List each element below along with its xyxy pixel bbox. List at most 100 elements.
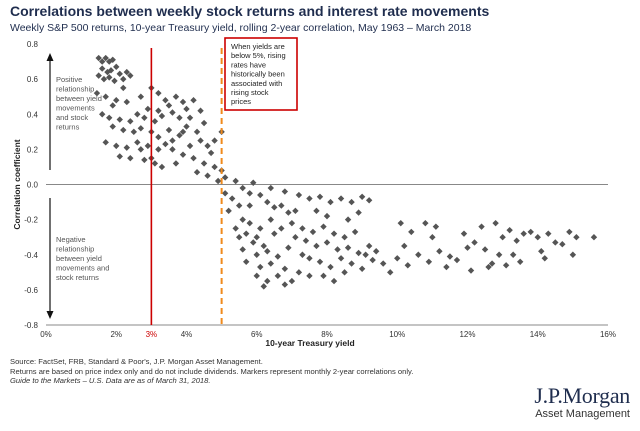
- data-point: [165, 102, 173, 109]
- data-point: [123, 144, 130, 151]
- data-point: [460, 230, 468, 237]
- data-point: [211, 163, 218, 171]
- callout-line: When yields are: [231, 42, 285, 51]
- data-point: [274, 272, 282, 280]
- data-point: [295, 269, 303, 276]
- x-tick-label: 14%: [530, 330, 546, 339]
- data-point: [387, 269, 394, 276]
- data-point: [288, 219, 296, 227]
- data-point: [330, 230, 338, 237]
- data-point: [327, 198, 334, 206]
- data-point: [155, 107, 162, 114]
- data-point: [516, 258, 524, 265]
- data-point: [281, 188, 289, 195]
- data-point: [453, 256, 461, 264]
- data-point: [436, 248, 443, 255]
- y-tick-label: -0.2: [24, 216, 38, 225]
- data-point: [158, 112, 166, 120]
- data-point: [380, 260, 387, 267]
- data-point: [99, 58, 106, 65]
- data-point: [211, 137, 218, 144]
- data-point: [404, 262, 411, 269]
- data-point: [415, 251, 422, 258]
- data-point: [239, 246, 246, 253]
- callout-line: below 5%, rising: [231, 51, 286, 60]
- data-point: [267, 216, 274, 223]
- data-point: [257, 263, 264, 271]
- negative-annotation-line: relationship: [56, 245, 94, 254]
- vline-3pct-label: 3%: [146, 330, 158, 339]
- data-point: [372, 248, 380, 255]
- data-point: [107, 67, 115, 74]
- data-point: [221, 174, 229, 181]
- negative-annotation-line: movements and: [56, 264, 109, 273]
- data-point: [169, 137, 176, 144]
- callout-line: prices: [231, 97, 251, 106]
- data-point: [467, 267, 475, 274]
- data-point: [394, 255, 401, 262]
- data-point: [316, 258, 324, 265]
- data-point: [113, 97, 120, 104]
- data-point: [299, 225, 306, 232]
- data-point: [109, 123, 116, 130]
- data-point: [155, 146, 162, 153]
- data-point: [323, 239, 331, 246]
- data-point: [362, 251, 369, 258]
- data-point: [365, 242, 373, 250]
- data-point: [109, 56, 116, 64]
- data-point: [499, 233, 506, 241]
- data-point: [200, 160, 208, 167]
- data-point: [590, 233, 598, 241]
- y-tick-label: 0.0: [27, 181, 39, 190]
- data-point: [95, 72, 102, 79]
- data-point: [432, 223, 440, 230]
- positive-annotation-line: relationship: [56, 85, 94, 94]
- data-point: [464, 244, 471, 251]
- positive-annotation-line: Positive: [56, 75, 82, 84]
- data-point: [285, 209, 292, 216]
- data-point: [288, 277, 296, 285]
- positive-annotation-line: returns: [56, 123, 80, 132]
- x-tick-label: 4%: [181, 330, 193, 339]
- footnote-returns: Returns are based on price index only an…: [10, 366, 414, 376]
- jpmorgan-logo: J.P.Morgan Asset Management: [534, 384, 630, 421]
- data-point: [127, 72, 134, 79]
- y-tick-label: 0.8: [27, 40, 39, 49]
- data-point: [509, 251, 517, 258]
- data-point: [197, 107, 204, 114]
- data-point: [278, 225, 285, 232]
- y-tick-label: -0.4: [24, 251, 38, 260]
- data-point: [186, 142, 194, 150]
- data-point: [93, 89, 101, 97]
- data-point: [545, 230, 552, 237]
- data-point: [397, 219, 404, 227]
- data-point: [541, 255, 548, 262]
- data-point: [278, 202, 285, 209]
- data-point: [355, 209, 362, 216]
- data-point: [267, 260, 274, 267]
- data-point: [102, 139, 109, 146]
- data-point: [123, 68, 130, 76]
- y-tick-label: 0.2: [27, 145, 39, 154]
- data-point: [320, 272, 327, 280]
- callout-line: associated with: [231, 79, 282, 88]
- data-point: [306, 272, 313, 280]
- data-point: [99, 65, 106, 72]
- data-point: [281, 281, 289, 288]
- negative-annotation-line: Negative: [56, 235, 86, 244]
- y-tick-label: -0.8: [24, 321, 38, 330]
- data-point: [253, 233, 260, 241]
- data-point: [176, 114, 183, 121]
- data-point: [155, 133, 162, 141]
- data-point: [250, 179, 257, 186]
- data-point: [485, 263, 492, 271]
- data-point: [120, 126, 127, 134]
- data-point: [446, 253, 454, 260]
- data-point: [99, 111, 106, 118]
- data-point: [183, 105, 190, 113]
- data-point: [113, 63, 120, 71]
- y-tick-label: 0.4: [27, 110, 39, 119]
- x-tick-label: 0%: [40, 330, 52, 339]
- data-point: [151, 160, 159, 167]
